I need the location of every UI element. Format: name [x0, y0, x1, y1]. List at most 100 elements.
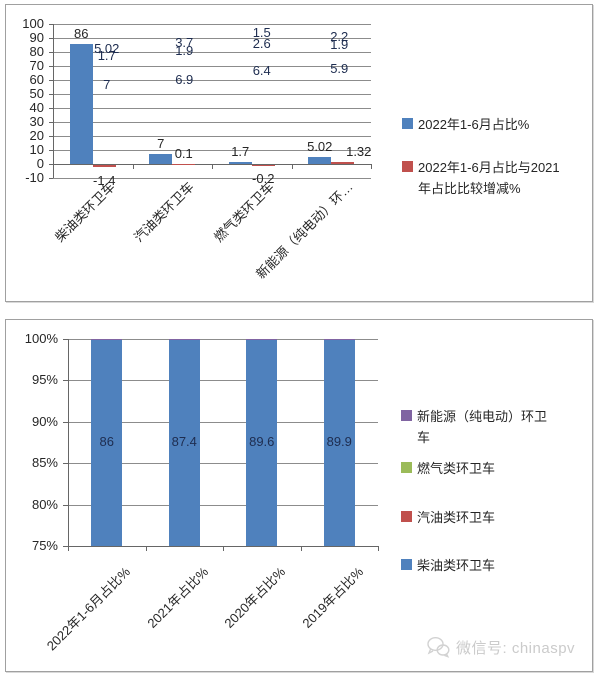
data-label: -0.2 — [252, 171, 275, 187]
gridline — [53, 178, 371, 179]
legend-marker — [401, 511, 412, 522]
bottom-chart-panel: 100% 95% 90% 85% 80% 75% 86 7 1.7 5.02 2022年1-6月占比… — [5, 26, 593, 672]
data-label: 3.7 — [175, 35, 194, 51]
stacked-bar-segment — [91, 339, 123, 340]
data-label: 86 — [74, 25, 89, 41]
y-axis-label: 85% — [31, 455, 58, 471]
gridline — [53, 52, 371, 53]
y-axis-label: 90% — [31, 413, 58, 429]
y-axis-tick — [63, 421, 68, 423]
y-axis-label: 0 — [36, 156, 44, 171]
data-label: 6.9 — [175, 71, 194, 87]
category-label: 燃气类环卫车 — [210, 179, 277, 245]
legend-label: 2022年1-6月占比与2021 年占比比较增减% — [418, 160, 560, 196]
bar-2022-share — [69, 43, 93, 164]
data-label: 1.9 — [330, 36, 349, 52]
legend-item: 2022年1-6月占比与2021 年占比比较增减% — [402, 157, 580, 199]
data-label: 7 — [103, 77, 111, 93]
bar-change-vs-2021 — [172, 163, 196, 165]
y-axis-tick — [49, 122, 53, 123]
y-axis-tick — [49, 178, 53, 179]
gridline — [68, 421, 378, 423]
data-label: 86 — [99, 433, 114, 449]
gridline — [53, 80, 371, 81]
data-label: 87.4 — [171, 433, 197, 449]
gridline — [53, 38, 371, 39]
y-axis-label: 70 — [29, 58, 44, 73]
y-axis-label: 80 — [29, 44, 44, 59]
x-axis-tick — [53, 164, 54, 169]
x-axis-tick — [132, 164, 134, 169]
data-label: -1.4 — [93, 172, 116, 188]
legend-marker — [401, 462, 412, 473]
y-axis-tick — [49, 38, 53, 39]
y-axis-tick — [49, 164, 53, 165]
data-label: 1.5 — [252, 25, 271, 41]
gridline — [68, 463, 378, 465]
x-axis-tick — [68, 546, 69, 551]
data-label: 5.9 — [330, 61, 349, 77]
legend-item: 新能源（纯电动）环卫 车 — [401, 406, 557, 448]
bar-2022-share — [308, 156, 332, 164]
legend-item: 汽油类环卫车 — [401, 507, 557, 528]
y-axis-label: 90 — [29, 30, 44, 45]
y-axis-label: 10 — [29, 142, 44, 157]
data-label: 1.9 — [175, 43, 194, 59]
y-axis-tick — [49, 150, 53, 151]
legend-item: 燃气类环卫车 — [401, 458, 557, 479]
legend-marker — [402, 118, 413, 129]
gridline — [68, 380, 378, 382]
y-axis-tick — [49, 108, 53, 109]
stacked-bar-segment — [168, 339, 200, 340]
top-chart-panel: 100 90 80 70 60 50 40 30 20 10 0 -10 86 -1.4 柴油类环卫车 7 0.… — [5, 4, 593, 302]
data-label: 7 — [157, 136, 165, 152]
data-label: 1.7 — [231, 143, 250, 159]
watermark: 微信号: chinaspv — [426, 636, 575, 658]
y-axis-tick — [63, 339, 68, 340]
legend-marker — [401, 559, 412, 570]
bar-change-vs-2021 — [331, 162, 355, 164]
y-axis-tick — [49, 66, 53, 67]
x-axis-tick — [145, 546, 147, 551]
gridline — [68, 504, 378, 506]
y-axis-tick — [63, 380, 68, 382]
y-axis-label: 30 — [29, 114, 44, 129]
legend-label: 新能源（纯电动）环卫 车 — [417, 409, 548, 445]
data-label: 5.02 — [94, 41, 120, 57]
gridline — [53, 108, 371, 109]
y-axis-tick — [63, 546, 68, 547]
gridline — [53, 66, 371, 67]
bar-change-vs-2021 — [92, 165, 116, 167]
bar-2022-share — [228, 161, 252, 164]
stacked-bar-segment — [323, 339, 355, 546]
gridline — [53, 94, 371, 95]
value-axis — [53, 24, 54, 178]
legend-label: 柴油类环卫车 — [417, 558, 496, 573]
bar-2022-share — [149, 154, 173, 164]
y-axis-tick — [49, 24, 53, 25]
y-axis-tick — [49, 136, 53, 137]
x-axis-tick — [300, 546, 302, 551]
gridline — [53, 150, 371, 151]
legend-label: 汽油类环卫车 — [417, 510, 496, 525]
category-label: 2021年占比% — [144, 564, 211, 631]
gridline — [53, 122, 371, 123]
category-label: 2019年占比% — [299, 564, 366, 631]
data-label: 6.4 — [252, 62, 271, 78]
y-axis-label: 40 — [29, 100, 44, 115]
y-axis-tick — [49, 52, 53, 53]
y-axis-tick — [63, 463, 68, 465]
category-label: 2020年占比% — [221, 564, 289, 631]
y-axis-label: 75% — [31, 538, 58, 553]
bar-change-vs-2021 — [251, 165, 275, 166]
data-label: 2.2 — [330, 29, 349, 45]
grouped-bar-chart: 100 90 80 70 60 50 40 30 20 10 0 -10 86 -1.4 柴油类环卫车 7 0.… — [6, 5, 592, 301]
gridline — [68, 339, 378, 340]
data-label: 2.6 — [252, 36, 271, 52]
stacked-bar-segment — [168, 339, 200, 546]
gridline — [53, 136, 371, 137]
x-axis-tick — [212, 164, 213, 169]
y-axis-label: 100 — [22, 16, 44, 31]
gridline — [53, 24, 371, 25]
